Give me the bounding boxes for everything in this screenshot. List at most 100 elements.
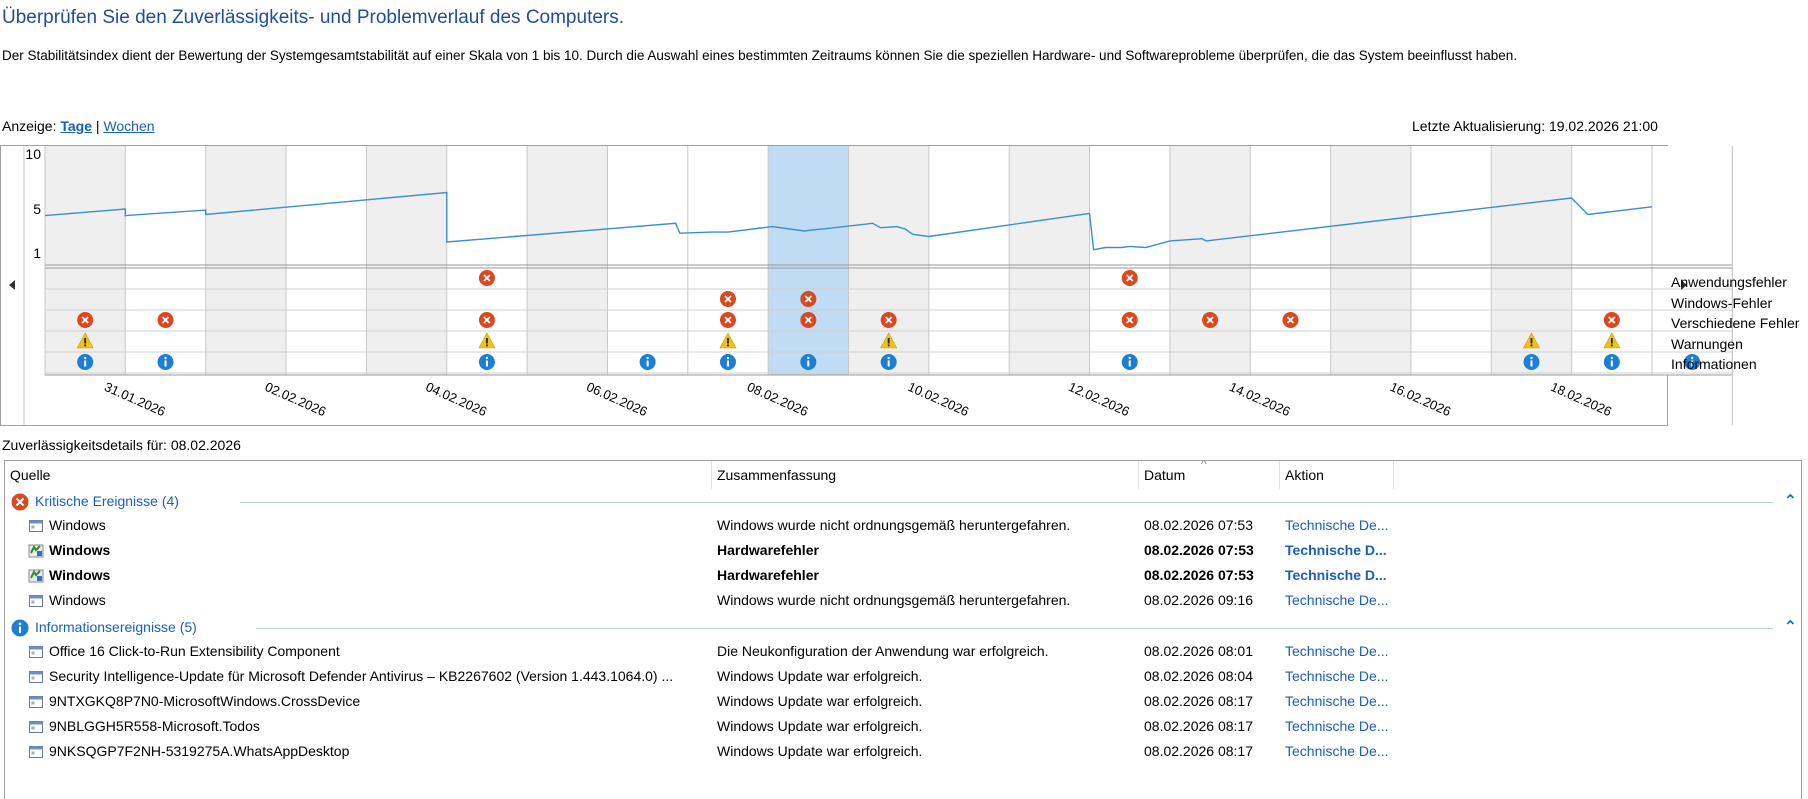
column-header-date[interactable]: Datum	[1139, 461, 1280, 489]
day-column[interactable]	[1169, 146, 1251, 375]
page-title: Überprüfen Sie den Zuverlässigkeits- und…	[2, 7, 625, 28]
row-summary: Windows Update war erfolgreich.	[717, 693, 923, 709]
group-info-events[interactable]: Informationsereignisse (5) ⌃	[5, 617, 1801, 642]
day-column[interactable]	[1009, 146, 1090, 375]
app-icon	[28, 592, 44, 617]
warning-icon[interactable]	[1603, 332, 1621, 349]
technical-details-link[interactable]: Technische D...	[1285, 542, 1387, 558]
technical-details-link[interactable]: Technische De...	[1285, 592, 1389, 608]
day-column[interactable]	[527, 146, 608, 375]
y-tick-label: 10	[25, 146, 41, 162]
scroll-right-icon[interactable]	[1681, 280, 1687, 290]
technical-details-link[interactable]: Technische De...	[1285, 517, 1389, 533]
view-separator: |	[95, 118, 100, 134]
collapse-icon[interactable]: ⌃	[1783, 493, 1797, 510]
column-header-source[interactable]: Quelle	[5, 461, 712, 489]
app-icon	[28, 718, 44, 743]
row-source: 9NTXGKQ8P7N0-MicrosoftWindows.CrossDevic…	[49, 693, 361, 709]
error-icon[interactable]	[478, 312, 495, 328]
error-icon[interactable]	[1202, 312, 1219, 328]
table-row[interactable]: 9NKSQGP7F2NH-5319275A.WhatsAppDesktop Win…	[5, 739, 1801, 764]
error-icon[interactable]	[1603, 312, 1620, 328]
legend-warnungen: Warnungen	[1671, 335, 1743, 352]
technical-details-link[interactable]: Technische De...	[1285, 693, 1389, 709]
day-column[interactable]	[286, 146, 367, 375]
day-column[interactable]	[1250, 146, 1331, 375]
row-summary: Windows Update war erfolgreich.	[717, 668, 923, 684]
app-icon	[28, 693, 44, 718]
info-icon[interactable]	[1121, 354, 1138, 370]
info-icon[interactable]	[157, 354, 174, 370]
stability-chart[interactable]: 10 5 1	[0, 145, 1808, 430]
view-days-link[interactable]: Tage	[60, 118, 93, 134]
last-update: Letzte Aktualisierung: 19.02.2026 21:00	[1412, 118, 1658, 134]
error-icon[interactable]	[157, 312, 174, 328]
day-column[interactable]	[1330, 146, 1411, 375]
error-icon	[11, 493, 29, 516]
error-icon[interactable]	[880, 312, 897, 328]
group-title: Informationsereignisse (5)	[35, 619, 197, 635]
error-icon[interactable]	[800, 291, 817, 307]
warning-icon[interactable]	[76, 332, 94, 349]
day-column[interactable]	[768, 146, 849, 375]
error-icon[interactable]	[478, 270, 495, 286]
table-row[interactable]: Windows Hardwarefehler 08.02.2026 07:53 Tec…	[5, 538, 1801, 563]
technical-details-link[interactable]: Technische D...	[1285, 567, 1387, 583]
day-column[interactable]	[1410, 146, 1492, 375]
day-column[interactable]	[205, 146, 287, 375]
info-icon[interactable]	[719, 354, 736, 370]
warning-icon[interactable]	[880, 332, 898, 349]
warning-icon[interactable]	[478, 332, 496, 349]
error-icon[interactable]	[77, 312, 94, 328]
details-label: Zuverlässigkeitsdetails für: 08.02.2026	[2, 437, 241, 453]
row-source: Security Intelligence-Update für Microso…	[49, 668, 674, 684]
table-row[interactable]: Windows Windows wurde nicht ordnungsgemäß…	[5, 588, 1801, 613]
row-summary: Hardwarefehler	[717, 542, 819, 558]
warning-icon[interactable]	[719, 332, 737, 349]
view-weeks-link[interactable]: Wochen	[103, 118, 155, 134]
collapse-icon[interactable]: ⌃	[1783, 619, 1797, 636]
row-source: Windows	[49, 592, 106, 608]
scroll-left-icon[interactable]	[9, 280, 15, 290]
info-icon[interactable]	[1684, 354, 1701, 370]
day-column[interactable]	[607, 146, 688, 375]
row-source: 9NKSQGP7F2NH-5319275A.WhatsAppDesktop	[49, 743, 350, 759]
table-row[interactable]: Windows Windows wurde nicht ordnungsgemäß…	[5, 513, 1801, 538]
group-critical-events[interactable]: Kritische Ereignisse (4) ⌃	[5, 491, 1801, 516]
info-icon[interactable]	[478, 354, 495, 370]
error-icon[interactable]	[719, 312, 736, 328]
table-row[interactable]: Windows Hardwarefehler 08.02.2026 07:53 Tec…	[5, 563, 1801, 588]
technical-details-link[interactable]: Technische De...	[1285, 643, 1389, 659]
column-header-action[interactable]: Aktion	[1280, 461, 1394, 489]
day-column[interactable]	[366, 146, 447, 375]
info-icon[interactable]	[77, 354, 94, 370]
day-column[interactable]	[1652, 146, 1733, 375]
row-date: 08.02.2026 09:16	[1144, 592, 1253, 608]
day-column[interactable]	[928, 146, 1010, 375]
table-row[interactable]: Security Intelligence-Update für Microso…	[5, 664, 1801, 689]
day-column[interactable]	[1089, 146, 1170, 375]
error-icon[interactable]	[1282, 312, 1299, 328]
warning-icon[interactable]	[1522, 332, 1540, 349]
error-icon[interactable]	[800, 312, 817, 328]
info-icon[interactable]	[639, 354, 656, 370]
technical-details-link[interactable]: Technische De...	[1285, 718, 1389, 734]
table-row[interactable]: Office 16 Click-to-Run Extensibility Com…	[5, 639, 1801, 664]
error-icon[interactable]	[719, 291, 736, 307]
error-icon[interactable]	[1121, 312, 1138, 328]
technical-details-link[interactable]: Technische De...	[1285, 743, 1389, 759]
table-row[interactable]: 9NTXGKQ8P7N0-MicrosoftWindows.CrossDevic…	[5, 689, 1801, 714]
table-row[interactable]: 9NBLGGH5R558-Microsoft.Todos Windows Upda…	[5, 714, 1801, 739]
day-column[interactable]	[125, 146, 206, 375]
info-icon[interactable]	[880, 354, 897, 370]
legend-anwendungsfehler: Anwendungsfehler	[1671, 274, 1787, 290]
app-icon	[28, 743, 44, 768]
row-date: 08.02.2026 07:53	[1144, 542, 1254, 558]
technical-details-link[interactable]: Technische De...	[1285, 668, 1389, 684]
column-header-summary[interactable]: Zusammenfassung	[712, 461, 1139, 489]
info-icon[interactable]	[1603, 354, 1620, 370]
info-icon[interactable]	[800, 354, 817, 370]
error-icon[interactable]	[1121, 270, 1138, 286]
info-icon	[11, 619, 29, 642]
info-icon[interactable]	[1523, 354, 1540, 370]
